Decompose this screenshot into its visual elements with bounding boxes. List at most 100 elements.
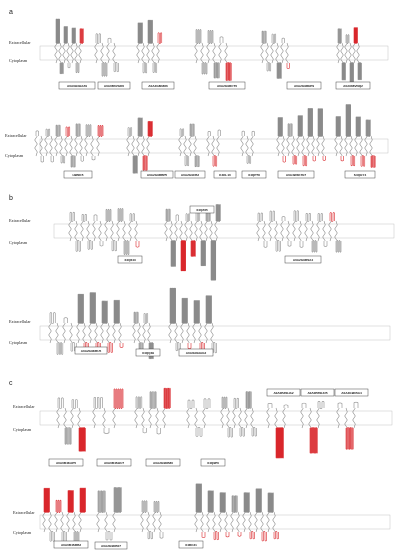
svg-text:A0A0H3HAZ9: A0A0H3HAZ9 bbox=[67, 84, 87, 88]
svg-text:A0A088VNQ2: A0A088VNQ2 bbox=[343, 84, 363, 88]
svg-text:X4QZ65: X4QZ65 bbox=[196, 208, 208, 212]
svg-text:A0A2G9CB2: A0A2G9CB2 bbox=[181, 173, 200, 177]
protein-id-c1-2: A0A2G9KB80 bbox=[145, 458, 181, 467]
svg-text:A0A0B4SHA2: A0A0B4SHA2 bbox=[273, 391, 293, 395]
protein-id-a2-5: A0A4W4K7E7 bbox=[277, 170, 315, 179]
protein-id-a2-2: A0A2G9CB2 bbox=[174, 170, 206, 179]
svg-text:H9BIC5: H9BIC5 bbox=[72, 173, 83, 177]
svg-text:A0A2G9RBP5: A0A2G9RBP5 bbox=[147, 173, 168, 177]
panel-letter-a: a bbox=[9, 9, 13, 16]
protein-id-c2-0: A0A0B4SRB2 bbox=[53, 540, 89, 549]
protein-id-a1-0: A0A0H3HAZ9 bbox=[58, 81, 96, 90]
svg-text:S4QGY4: S4QGY4 bbox=[354, 173, 367, 177]
cytoplasm-label-b2: Cytoplasm bbox=[9, 340, 28, 345]
protein-topology-10 bbox=[178, 123, 200, 168]
protein-id-c1-1: A0A0B4SHU7 bbox=[96, 458, 132, 467]
protein-id-c1-0: A0A0B4KAP5 bbox=[48, 458, 84, 467]
cytoplasm-label-c2: Cytoplasm bbox=[13, 530, 32, 535]
protein-topology-33 bbox=[194, 483, 279, 542]
protein-id-b2-2: A0A0H3HAG2 bbox=[178, 348, 214, 357]
protein-topology-24 bbox=[134, 387, 171, 435]
protein-topology-4 bbox=[194, 29, 232, 81]
svg-text:A0A2G9KB07: A0A2G9KB07 bbox=[101, 544, 121, 548]
protein-id-c1-3: X4Q9P6 bbox=[200, 458, 226, 467]
protein-topology-29 bbox=[336, 401, 359, 450]
extracellular-label-a1: Extracellular bbox=[9, 40, 31, 45]
svg-text:X4QP78: X4QP78 bbox=[248, 173, 260, 177]
cytoplasm-label-b1: Cytoplasm bbox=[9, 240, 28, 245]
protein-id-b1-2: A0A2G9RSA4 bbox=[284, 255, 322, 264]
panel-letter-b: b bbox=[9, 195, 13, 202]
svg-text:A0A2G9KBA4: A0A2G9KBA4 bbox=[341, 391, 362, 395]
protein-topology-3 bbox=[136, 19, 163, 74]
protein-topology-2 bbox=[94, 33, 119, 77]
protein-topology-19 bbox=[76, 292, 124, 354]
svg-text:A0A2G9RSA4: A0A2G9RSA4 bbox=[293, 258, 314, 262]
protein-topology-22 bbox=[56, 397, 86, 452]
protein-id-a2-0: H9BIC5 bbox=[63, 170, 93, 179]
protein-id-ctop-0: A0A0B4SHA2 bbox=[266, 388, 301, 397]
svg-text:A0A0B4SRB2: A0A0B4SRB2 bbox=[61, 543, 81, 547]
svg-text:X4QQ39: X4QQ39 bbox=[142, 351, 154, 355]
svg-text:A0A2G9REP9: A0A2G9REP9 bbox=[294, 84, 314, 88]
svg-text:X4Q643: X4Q643 bbox=[124, 258, 136, 262]
svg-text:X4Q9P6: X4Q9P6 bbox=[207, 461, 219, 465]
membrane-band-3 bbox=[53, 223, 395, 239]
protein-id-a1-2: A0A2G8K886 bbox=[141, 81, 175, 90]
svg-text:A0A2G9KB80: A0A2G9KB80 bbox=[153, 461, 173, 465]
protein-topology-8 bbox=[84, 124, 104, 161]
extracellular-label-c2: Extracellular bbox=[13, 510, 35, 515]
svg-text:A0A4W4K7E7: A0A4W4K7E7 bbox=[286, 173, 307, 177]
svg-text:A0A0H3HAG2: A0A0H3HAG2 bbox=[186, 351, 207, 355]
protein-topology-9 bbox=[126, 117, 153, 174]
protein-id-b2-1: X4QQ39 bbox=[135, 348, 161, 357]
protein-topology-14 bbox=[334, 104, 376, 168]
svg-text:K4KL10: K4KL10 bbox=[219, 173, 231, 177]
protein-topology-23 bbox=[92, 388, 124, 434]
protein-id-c2-2: X4RC31 bbox=[178, 540, 204, 549]
protein-topology-17 bbox=[256, 210, 342, 253]
membrane-band-6 bbox=[39, 514, 391, 530]
protein-id-b2-0: A0A2G9KBU5 bbox=[74, 346, 108, 355]
extracellular-label-b1: Extracellular bbox=[9, 218, 31, 223]
protein-topology-27 bbox=[266, 403, 289, 459]
protein-id-a2-3: K4KL10 bbox=[213, 170, 237, 179]
protein-topology-6 bbox=[336, 27, 362, 84]
svg-text:A0A2G8K886: A0A2G8K886 bbox=[148, 84, 168, 88]
svg-text:A0A0B6VGD0: A0A0B6VGD0 bbox=[104, 84, 125, 88]
protein-id-a2-1: A0A2G9RBP5 bbox=[140, 170, 174, 179]
protein-topology-32 bbox=[140, 500, 164, 540]
protein-topology-7 bbox=[34, 123, 84, 168]
protein-topology-25 bbox=[186, 398, 211, 437]
protein-topology-20 bbox=[132, 311, 154, 360]
cytoplasm-label-a1: Cytoplasm bbox=[9, 58, 28, 63]
cytoplasm-label-a2: Cytoplasm bbox=[5, 153, 24, 158]
protein-id-a1-3: A0A2G9RCT0 bbox=[208, 81, 246, 90]
membrane-band-4 bbox=[39, 325, 391, 341]
protein-id-c2-1: A0A2G9KB07 bbox=[94, 541, 128, 550]
protein-topology-15 bbox=[68, 208, 140, 255]
protein-topology-16 bbox=[164, 204, 221, 281]
protein-id-ctop-2: A0A2G9KBA4 bbox=[334, 388, 369, 397]
protein-topology-21 bbox=[168, 287, 217, 354]
protein-topology-11 bbox=[206, 129, 221, 167]
svg-text:A0A2G9RCT0: A0A2G9RCT0 bbox=[217, 84, 237, 88]
protein-id-a1-1: A0A0B6VGD0 bbox=[97, 81, 131, 90]
svg-text:A0A2G9KBU5: A0A2G9KBU5 bbox=[81, 349, 102, 353]
protein-id-ctop-1: A0A0B5SHU5 bbox=[300, 388, 335, 397]
protein-topology-28 bbox=[300, 400, 325, 454]
svg-text:A0A0B4SHU7: A0A0B4SHU7 bbox=[104, 461, 124, 465]
protein-topology-5 bbox=[260, 30, 290, 79]
svg-text:A0A0B4KAP5: A0A0B4KAP5 bbox=[56, 461, 76, 465]
panel-letter-c: c bbox=[9, 380, 13, 387]
extracellular-label-b2: Extracellular bbox=[9, 319, 31, 324]
protein-id-b1-1: X4Q643 bbox=[117, 255, 143, 264]
protein-topology-13 bbox=[276, 108, 326, 167]
protein-id-b1-0: X4QZ65 bbox=[189, 205, 215, 214]
membrane-band-5 bbox=[39, 410, 393, 426]
protein-topology-26 bbox=[220, 391, 257, 438]
protein-id-a1-5: A0A088VNQ2 bbox=[335, 81, 371, 90]
extracellular-label-c1: Extracellular bbox=[13, 404, 35, 409]
